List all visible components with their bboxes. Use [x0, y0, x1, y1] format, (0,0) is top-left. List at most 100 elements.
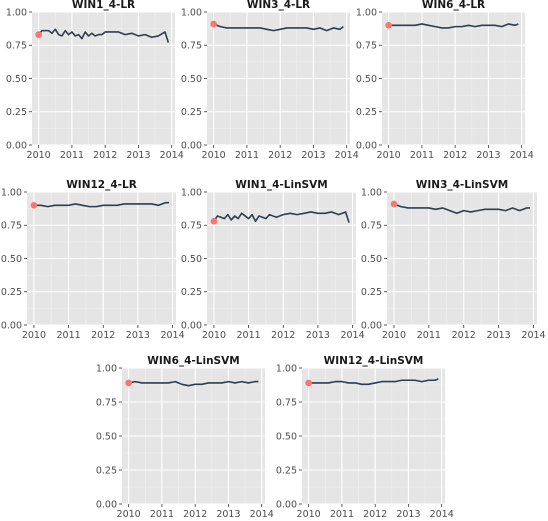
start-point — [30, 202, 38, 209]
x-tick-label: 2010 — [202, 150, 226, 161]
series-line — [213, 211, 350, 223]
x-tick-label: 2014 — [160, 150, 184, 161]
x-tick-label: 2010 — [27, 150, 51, 161]
y-tick-label: 1.00 — [361, 187, 382, 198]
x-tick-label: 2013 — [216, 509, 240, 520]
x-tick-label: 2011 — [330, 509, 354, 520]
y-tick-label: 1.00 — [6, 7, 27, 18]
panel-title: WIN1_4-LinSVM — [235, 179, 327, 191]
x-tick-label: 2014 — [510, 150, 534, 161]
y-tick-label: 0.00 — [361, 320, 382, 331]
chart-panel: WIN6_4-LinSVM 0.00 0.25 0.50 0.75 1.00 2010 201… — [96, 355, 274, 520]
x-tick-label: 2010 — [117, 509, 141, 520]
x-tick-label: 2011 — [236, 330, 260, 341]
y-tick-label: 0.25 — [96, 465, 117, 476]
chart-panel: WIN12_4-LinSVM 0.00 0.25 0.50 0.75 1.00 2010 20… — [276, 355, 454, 520]
x-tick-label: 2013 — [476, 150, 500, 161]
x-tick-label: 2013 — [126, 330, 150, 341]
series-line — [393, 203, 531, 215]
panel-title: WIN1_4-LR — [72, 0, 135, 11]
x-tick-label: 2013 — [301, 150, 325, 161]
y-tick-label: 0.00 — [1, 320, 22, 331]
y-tick-label: 0.75 — [6, 41, 27, 52]
series-line — [308, 378, 439, 386]
y-tick-label: 1.00 — [1, 187, 22, 198]
panel-title: WIN3_4-LR — [247, 0, 310, 11]
chart-panel: WIN1_4-LR 0.00 0.25 0.50 0.75 1.00 2010 2011 201… — [6, 0, 184, 161]
x-tick-label: 2014 — [160, 330, 184, 341]
x-tick-label: 2014 — [340, 330, 364, 341]
y-tick-label: 0.25 — [361, 287, 382, 298]
x-tick-label: 2010 — [377, 150, 401, 161]
y-tick-label: 0.50 — [356, 74, 377, 85]
x-tick-label: 2011 — [56, 330, 80, 341]
y-tick-label: 0.50 — [6, 74, 27, 85]
start-point — [305, 379, 312, 387]
series-line — [38, 28, 170, 43]
x-tick-label: 2013 — [396, 509, 420, 520]
x-tick-label: 2014 — [521, 330, 545, 341]
x-tick-label: 2012 — [443, 150, 467, 161]
series-line — [388, 23, 519, 29]
y-tick-label: 0.50 — [181, 74, 202, 85]
x-tick-label: 2011 — [150, 509, 174, 520]
x-tick-label: 2014 — [430, 509, 454, 520]
x-tick-label: 2010 — [202, 330, 226, 341]
start-point — [385, 22, 392, 29]
x-tick-label: 2012 — [363, 509, 387, 520]
y-tick-label: 0.50 — [181, 254, 202, 265]
start-point — [125, 379, 132, 387]
start-point — [35, 31, 42, 38]
y-tick-label: 0.25 — [6, 107, 27, 118]
series-line — [33, 201, 170, 208]
panel-title: WIN12_4-LinSVM — [324, 355, 424, 367]
y-tick-label: 0.00 — [181, 140, 202, 151]
x-tick-label: 2010 — [297, 509, 321, 520]
y-tick-label: 0.25 — [1, 287, 22, 298]
y-tick-label: 0.00 — [276, 499, 297, 510]
y-tick-label: 0.50 — [276, 431, 297, 442]
x-tick-label: 2011 — [235, 150, 259, 161]
y-tick-label: 0.25 — [181, 287, 202, 298]
y-tick-label: 0.75 — [96, 397, 117, 408]
x-tick-label: 2010 — [382, 330, 406, 341]
y-tick-label: 0.75 — [181, 41, 202, 52]
panel-title: WIN3_4-LinSVM — [416, 179, 508, 191]
chart-panel: WIN3_4-LinSVM 0.00 0.25 0.50 0.75 1.00 2010 201… — [361, 179, 546, 341]
y-tick-label: 0.00 — [356, 140, 377, 151]
y-tick-label: 0.25 — [181, 107, 202, 118]
y-tick-label: 1.00 — [96, 363, 117, 374]
y-tick-label: 1.00 — [181, 187, 202, 198]
y-tick-label: 0.00 — [181, 320, 202, 331]
series-line — [128, 380, 259, 387]
y-tick-label: 0.75 — [181, 221, 202, 232]
y-tick-label: 1.00 — [181, 7, 202, 18]
panel-title: WIN12_4-LR — [66, 179, 137, 191]
start-point — [210, 217, 218, 225]
chart-panel: WIN6_4-LR 0.00 0.25 0.50 0.75 1.00 2010 2011 201… — [356, 0, 534, 161]
panel-title: WIN6_4-LinSVM — [147, 355, 239, 367]
y-tick-label: 0.25 — [356, 107, 377, 118]
x-tick-label: 2012 — [452, 330, 476, 341]
y-tick-label: 1.00 — [276, 363, 297, 374]
x-tick-label: 2011 — [60, 150, 84, 161]
y-tick-label: 0.00 — [6, 140, 27, 151]
y-tick-label: 0.50 — [1, 254, 22, 265]
x-tick-label: 2010 — [22, 330, 46, 341]
y-tick-label: 0.75 — [356, 41, 377, 52]
x-tick-label: 2011 — [410, 150, 434, 161]
chart-panel: WIN12_4-LR 0.00 0.25 0.50 0.75 1.00 2010 2011 20… — [1, 179, 185, 341]
x-tick-label: 2012 — [271, 330, 295, 341]
y-tick-label: 0.50 — [361, 254, 382, 265]
y-tick-label: 0.25 — [276, 465, 297, 476]
chart-panel: WIN1_4-LinSVM 0.00 0.25 0.50 0.75 1.00 2010 201… — [181, 179, 365, 341]
y-tick-label: 0.00 — [96, 499, 117, 510]
y-tick-label: 0.75 — [361, 221, 382, 232]
x-tick-label: 2013 — [126, 150, 150, 161]
x-tick-label: 2013 — [487, 330, 511, 341]
y-tick-label: 0.75 — [276, 397, 297, 408]
y-tick-label: 1.00 — [356, 7, 377, 18]
x-tick-label: 2012 — [183, 509, 207, 520]
series-line — [213, 23, 344, 32]
